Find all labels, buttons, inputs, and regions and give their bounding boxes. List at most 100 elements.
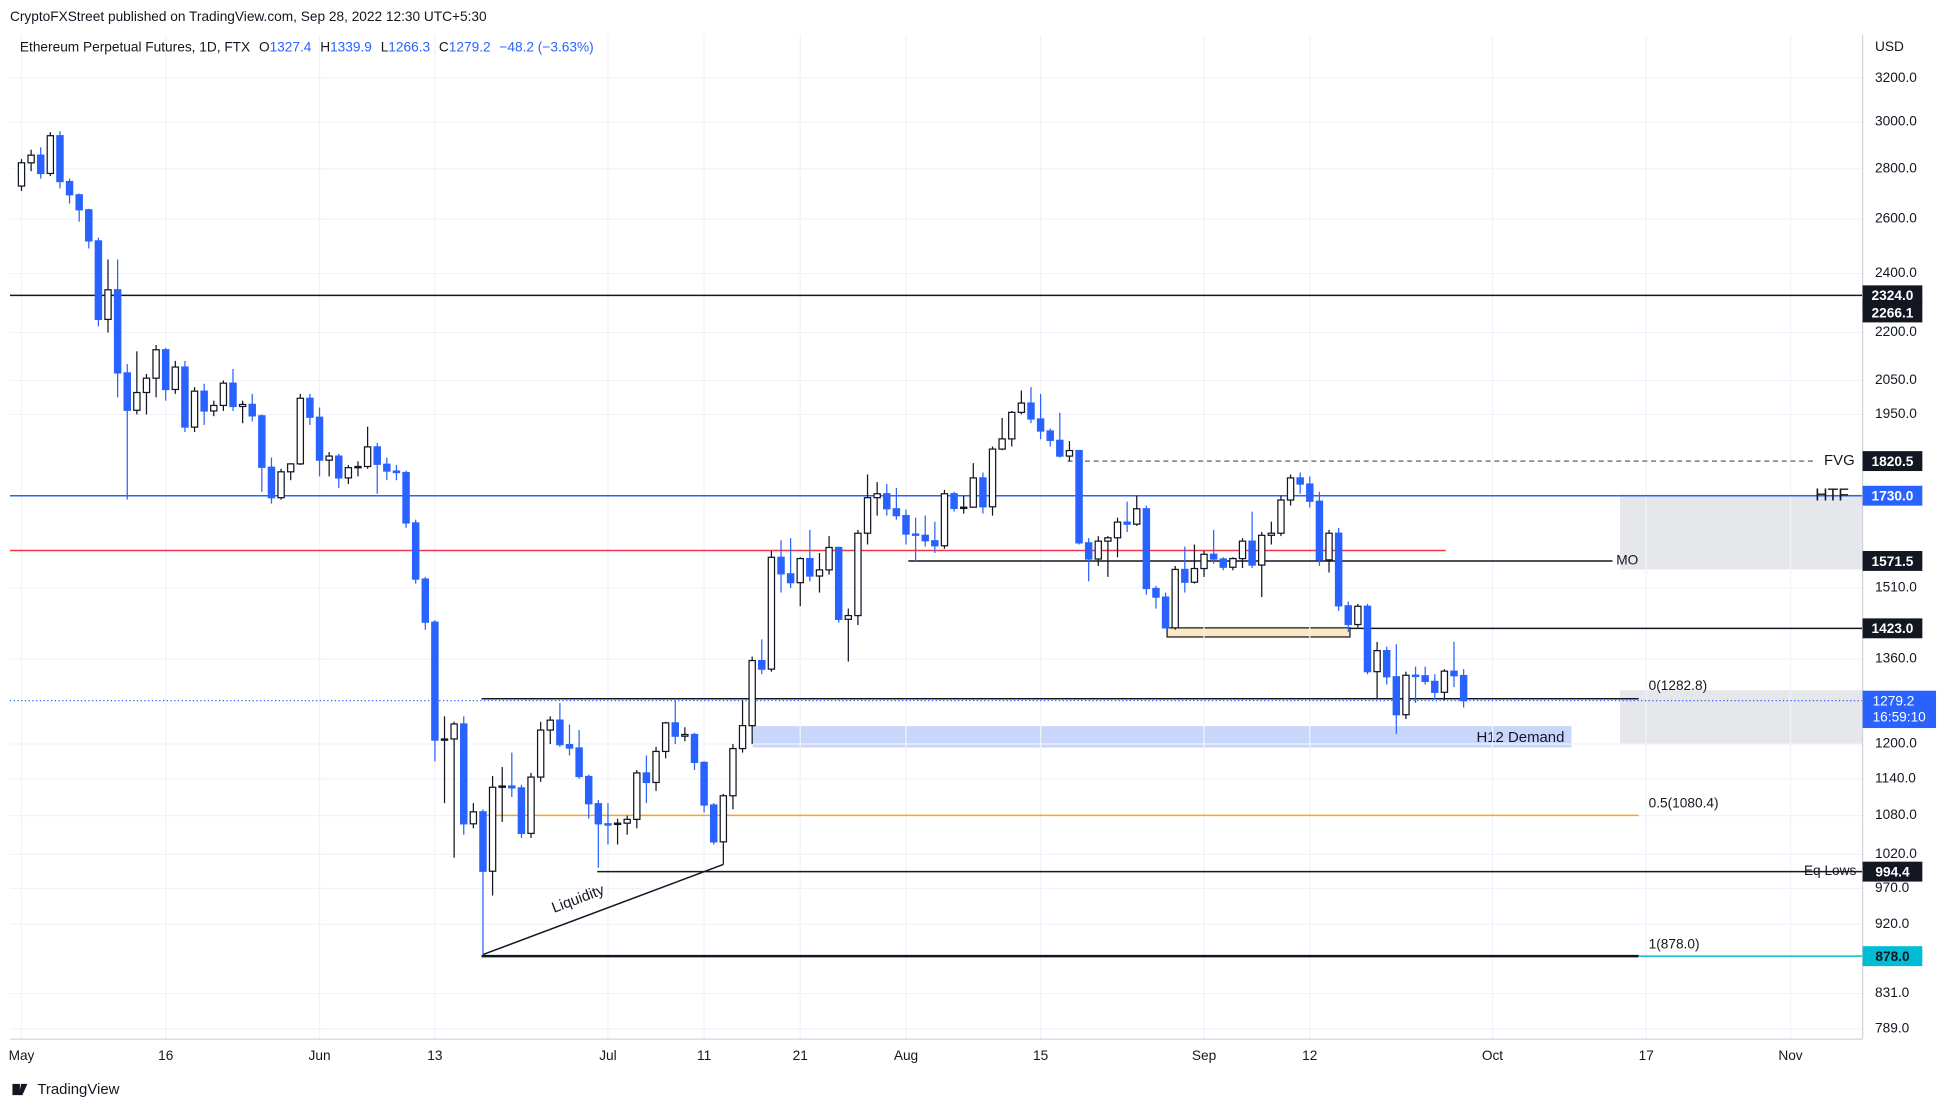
candle-body	[75, 194, 83, 211]
candle-body	[950, 493, 958, 510]
price-tag-label: 994.4	[1875, 864, 1910, 879]
x-tick-label: Jul	[599, 1048, 616, 1063]
candle-body	[450, 723, 458, 740]
level-label: 0.5(1080.4)	[1649, 796, 1719, 811]
candle-body	[1334, 532, 1343, 607]
candle-body	[1171, 568, 1179, 629]
candle-body	[1036, 418, 1045, 432]
y-tick-label: 1950.0	[1875, 406, 1917, 421]
candle-body	[1142, 508, 1151, 590]
level-label: MO	[1616, 553, 1638, 568]
candle-body	[65, 180, 74, 196]
candle-body	[931, 540, 939, 547]
candle-body	[1238, 540, 1247, 560]
candle-body	[1257, 534, 1266, 566]
candle-body	[94, 240, 103, 321]
candle-body	[681, 733, 689, 737]
candle-body	[604, 823, 612, 826]
x-tick-label: 17	[1639, 1048, 1654, 1063]
instrument-legend: Ethereum Perpetual Futures, 1D, FTX O132…	[20, 39, 594, 54]
candle-body	[277, 471, 285, 499]
candle-body	[892, 508, 901, 517]
candle-body	[113, 289, 122, 374]
candle-body	[979, 477, 987, 508]
candle-body	[354, 465, 362, 469]
candle-body	[229, 382, 237, 408]
candle-body	[286, 463, 295, 473]
price-tag-label: 1820.5	[1872, 454, 1914, 469]
zone-label: H12 Demand	[1476, 729, 1564, 746]
candle-body	[431, 621, 439, 741]
candle-body	[1440, 670, 1449, 693]
price-tag	[1862, 451, 1923, 472]
price-tag-label: 2324.0	[1872, 288, 1914, 303]
x-tick-label: 11	[697, 1048, 711, 1063]
candle-body	[1450, 670, 1458, 677]
candle-body	[1277, 499, 1285, 534]
candle-body	[248, 403, 256, 417]
candle-body	[652, 750, 660, 784]
y-tick-label: 3200.0	[1875, 70, 1917, 85]
candle-body	[1325, 532, 1333, 561]
y-tick-label: 2800.0	[1875, 160, 1917, 175]
candle-body	[440, 738, 449, 741]
candle-body	[392, 470, 401, 474]
candle-body	[1046, 430, 1054, 441]
y-tick-label: 2400.0	[1875, 265, 1917, 280]
candle-body	[1084, 542, 1093, 560]
candle-body	[613, 822, 622, 826]
x-tick-label: May	[9, 1048, 35, 1063]
candle-body	[1431, 680, 1439, 693]
candle-body	[883, 493, 891, 510]
candle-body	[123, 372, 131, 411]
candle-body	[152, 349, 160, 379]
candle-body	[85, 209, 93, 242]
footer-logo	[12, 1083, 28, 1096]
candle-body	[219, 382, 228, 407]
candle-body	[767, 556, 776, 670]
candle-body	[1017, 402, 1026, 413]
candle-body	[536, 729, 545, 778]
candle-body	[142, 377, 151, 394]
ohlc-value: 1266.3	[388, 39, 430, 54]
candle-body	[469, 811, 478, 825]
candle-body	[508, 785, 516, 789]
zone	[1166, 627, 1351, 638]
candle-body	[796, 557, 804, 584]
candle-body	[344, 467, 353, 479]
candle-body	[411, 522, 420, 580]
candle-body	[1027, 402, 1035, 420]
zone	[1619, 494, 1863, 570]
candle-body	[1123, 521, 1131, 525]
candle-body	[1382, 650, 1391, 678]
logo-part	[12, 1083, 20, 1096]
candle-body	[911, 533, 920, 536]
candle-body	[719, 795, 728, 843]
y-tick-label: 1140.0	[1875, 770, 1916, 785]
candle-body	[1229, 557, 1237, 568]
candle-body	[584, 775, 593, 805]
candle-body	[421, 578, 430, 623]
price-tag	[1862, 485, 1923, 506]
candle-body	[104, 289, 112, 321]
candle-body	[556, 719, 564, 746]
candle-body	[1200, 553, 1208, 570]
candle-body	[671, 722, 679, 737]
change: −48.2 (−3.63%)	[499, 39, 593, 54]
logo-part	[18, 1083, 28, 1096]
candle-body	[1075, 449, 1083, 544]
ohlc-key: H	[320, 39, 330, 54]
candle-body	[1286, 477, 1295, 501]
candle-body	[56, 135, 64, 183]
zone	[752, 726, 1572, 748]
candle-body	[690, 733, 699, 764]
candle-body	[171, 366, 180, 391]
candle-body	[1113, 521, 1122, 539]
candle-body	[854, 532, 862, 617]
candle-body	[1296, 477, 1304, 485]
y-tick-label: 920.0	[1875, 916, 1910, 931]
candle-body	[238, 403, 247, 408]
ohlc-key: C	[439, 39, 449, 54]
candle-body	[700, 761, 708, 806]
